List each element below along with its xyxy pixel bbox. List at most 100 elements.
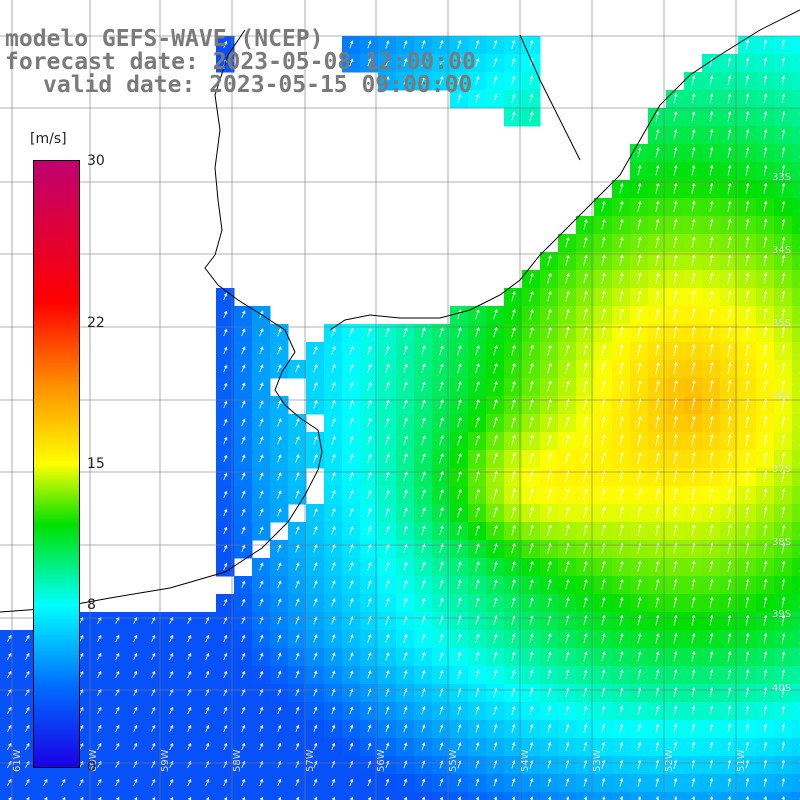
wind-arrow	[547, 560, 552, 572]
wind-arrow	[547, 398, 552, 410]
wind-arrow	[187, 706, 192, 715]
wind-arrow	[727, 796, 732, 800]
wind-arrow	[241, 310, 246, 319]
wind-arrow	[385, 579, 390, 589]
wind-arrow	[547, 651, 552, 662]
wind-arrow	[565, 398, 570, 410]
wind-arrow	[763, 218, 768, 230]
wind-arrow	[223, 454, 228, 463]
wind-arrow	[673, 146, 678, 158]
wind-arrow	[529, 560, 534, 572]
wind-arrow	[241, 436, 246, 445]
wind-arrow	[331, 489, 336, 499]
wind-arrow	[529, 452, 534, 464]
wind-arrow	[295, 562, 300, 571]
wind-arrow	[565, 741, 570, 751]
wind-arrow	[547, 777, 552, 787]
wind-arrow	[673, 93, 678, 104]
wind-arrow	[709, 650, 714, 662]
wind-arrow	[439, 561, 444, 572]
wind-arrow	[673, 218, 678, 230]
wind-arrow	[655, 741, 660, 751]
wind-arrows	[7, 39, 800, 800]
wind-arrow	[151, 634, 156, 642]
wind-arrow	[493, 597, 498, 608]
wind-arrow	[187, 724, 192, 733]
wind-arrow	[313, 778, 318, 787]
wind-arrow	[727, 236, 732, 248]
wind-arrow	[277, 364, 282, 373]
wind-arrow	[421, 40, 426, 49]
wind-arrow	[367, 579, 372, 589]
wind-arrow	[511, 669, 516, 680]
wind-arrow	[691, 488, 696, 501]
wind-arrow	[655, 343, 660, 357]
wind-cell	[792, 306, 800, 325]
wind-arrow	[529, 651, 534, 662]
wind-arrow	[601, 578, 606, 590]
wind-arrow	[25, 778, 30, 786]
wind-arrow	[223, 472, 228, 481]
wind-arrow	[763, 164, 768, 176]
wind-arrow	[439, 597, 444, 608]
wind-arrow	[529, 308, 534, 320]
wind-arrow	[727, 506, 732, 518]
wind-arrow	[691, 110, 696, 122]
wind-arrow	[763, 705, 768, 716]
wind-arrow	[745, 379, 750, 393]
wind-arrow	[349, 435, 354, 445]
wind-arrow	[655, 524, 660, 536]
wind-arrow	[277, 670, 282, 679]
wind-arrow	[529, 344, 534, 356]
wind-arrow	[421, 742, 426, 751]
wind-arrow	[727, 650, 732, 662]
wind-arrow	[475, 651, 480, 661]
wind-arrow	[781, 434, 786, 446]
wind-cell	[792, 738, 800, 757]
wind-arrow	[619, 416, 624, 429]
longitude-label: 51W	[736, 749, 747, 772]
wind-arrow	[223, 310, 228, 319]
wind-arrow	[295, 580, 300, 589]
wind-arrow	[493, 452, 498, 464]
wind-arrow	[403, 706, 408, 715]
wind-arrow	[511, 326, 516, 338]
wind-arrow	[349, 652, 354, 661]
wind-arrow	[745, 759, 750, 769]
wind-arrow	[619, 705, 624, 715]
wind-arrow	[511, 380, 516, 392]
wind-arrow	[565, 778, 570, 787]
wind-arrow	[691, 705, 696, 716]
wind-arrow	[259, 490, 264, 499]
wind-arrow	[241, 382, 246, 391]
wind-arrow	[565, 723, 570, 733]
wind-arrow	[367, 597, 372, 607]
wind-arrow	[583, 434, 588, 447]
wind-arrow	[385, 633, 390, 643]
wind-arrow	[781, 777, 786, 787]
wind-arrow	[727, 560, 732, 572]
wind-arrow	[385, 40, 390, 49]
latitude-label: 40S	[772, 683, 792, 694]
wind-arrow	[385, 363, 390, 373]
wind-arrow	[421, 543, 426, 554]
wind-arrow	[637, 272, 642, 284]
wind-cell	[792, 540, 800, 559]
wind-arrow	[745, 110, 750, 122]
wind-arrow	[673, 795, 678, 800]
wind-arrow	[745, 452, 750, 465]
wind-arrow	[619, 524, 624, 536]
wind-arrow	[655, 578, 660, 590]
wind-arrow	[277, 634, 282, 643]
wind-arrow	[619, 236, 624, 248]
wind-arrow	[565, 272, 570, 284]
wind-arrow	[457, 633, 462, 644]
wind-arrow	[385, 543, 390, 553]
wind-arrow	[691, 236, 696, 248]
wind-arrow	[745, 254, 750, 266]
wind-arrow	[691, 361, 696, 375]
wind-cell	[792, 648, 800, 667]
wind-arrow	[709, 524, 714, 536]
wind-arrow	[565, 651, 570, 662]
